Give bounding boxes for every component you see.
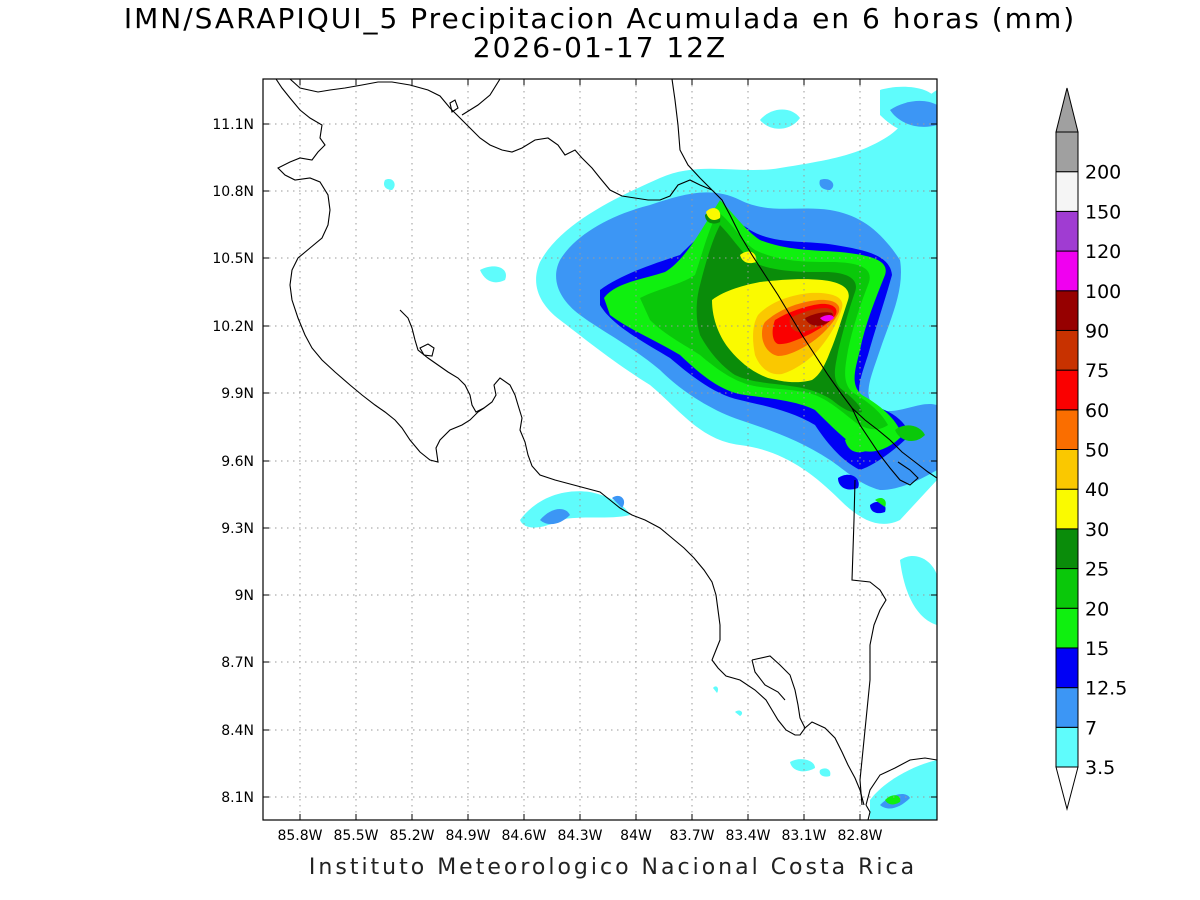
lon-tick-label: 84W bbox=[620, 828, 652, 844]
colorbar-swatch bbox=[1055, 687, 1079, 728]
precipitation-field bbox=[383, 86, 937, 820]
lon-tick-label: 85.8W bbox=[277, 828, 322, 844]
lat-lon-grid bbox=[263, 79, 937, 820]
colorbar-swatch bbox=[1055, 250, 1079, 292]
lat-tick-label: 10.8N bbox=[212, 184, 254, 200]
colorbar-swatch bbox=[1055, 290, 1079, 331]
colorbar-label: 200 bbox=[1085, 162, 1121, 184]
lon-tick-label: 83.4W bbox=[725, 828, 770, 844]
colorbar-max-arrow bbox=[1055, 87, 1079, 133]
lon-tick-label: 84.6W bbox=[501, 828, 546, 844]
colorbar-label: 75 bbox=[1085, 360, 1109, 382]
lat-tick-label: 8.7N bbox=[221, 655, 254, 671]
lat-tick-label: 11.1N bbox=[212, 117, 254, 133]
lat-tick-label: 9.9N bbox=[221, 386, 254, 402]
colorbar-swatch bbox=[1055, 329, 1079, 371]
colorbar-label: 60 bbox=[1085, 400, 1109, 422]
colorbar-label: 20 bbox=[1085, 598, 1109, 620]
colorbar-label: 25 bbox=[1085, 559, 1109, 581]
colorbar-swatch bbox=[1055, 607, 1079, 649]
lon-tick-label: 84.3W bbox=[557, 828, 602, 844]
colorbar-label: 7 bbox=[1085, 717, 1097, 739]
map-subtitle: 2026-01-17 12Z bbox=[472, 31, 728, 64]
longitude-tick-labels: 85.8W 85.5W 85.2W 84.9W 84.6W 84.3W 84W 83.7W 83… bbox=[277, 828, 882, 844]
colorbar-swatch bbox=[1055, 726, 1079, 768]
colorbar-label: 15 bbox=[1085, 638, 1109, 660]
colorbar-swatch bbox=[1055, 369, 1079, 411]
lat-tick-label: 9.6N bbox=[221, 454, 254, 470]
colorbar-min-arrow bbox=[1055, 766, 1079, 811]
lon-tick-label: 83.7W bbox=[669, 828, 714, 844]
lon-tick-label: 84.9W bbox=[445, 828, 490, 844]
colorbar-label: 90 bbox=[1085, 320, 1109, 342]
colorbar-label: 12.5 bbox=[1085, 678, 1127, 700]
colorbar-swatch bbox=[1055, 131, 1079, 173]
map-title: IMN/SARAPIQUI_5 Precipitacion Acumulada … bbox=[123, 2, 1077, 35]
footer-credit: Instituto Meteorologico Nacional Costa R… bbox=[308, 855, 918, 880]
colorbar-label: 3.5 bbox=[1085, 757, 1115, 779]
colorbar-label: 100 bbox=[1085, 281, 1121, 303]
coastline-border-lines bbox=[275, 79, 937, 820]
lon-tick-label: 83.1W bbox=[781, 828, 826, 844]
colorbar-swatch bbox=[1055, 171, 1079, 212]
latitude-tick-labels: 11.1N 10.8N 10.5N 10.2N 9.9N 9.6N 9.3N 9N 8.7N 8.… bbox=[212, 117, 254, 806]
lat-tick-label: 10.5N bbox=[212, 251, 254, 267]
colorbar-label: 150 bbox=[1085, 201, 1121, 223]
lat-tick-label: 9.3N bbox=[221, 521, 254, 537]
colorbar-label: 40 bbox=[1085, 479, 1109, 501]
colorbar-swatch bbox=[1055, 647, 1079, 689]
colorbar-label: 30 bbox=[1085, 519, 1109, 541]
colorbar: 3.5 7 12.5 15 20 25 30 40 50 60 75 90 100 120 150 200 bbox=[1055, 87, 1127, 811]
map-frame bbox=[262, 78, 938, 821]
lat-tick-label: 9N bbox=[235, 588, 254, 604]
colorbar-swatch bbox=[1055, 568, 1079, 609]
colorbar-label: 120 bbox=[1085, 241, 1121, 263]
colorbar-swatch bbox=[1055, 210, 1079, 252]
lon-tick-label: 82.8W bbox=[837, 828, 882, 844]
lat-tick-label: 10.2N bbox=[212, 319, 254, 335]
colorbar-swatch bbox=[1055, 409, 1079, 450]
lat-tick-label: 8.1N bbox=[221, 790, 254, 806]
lon-tick-label: 85.2W bbox=[389, 828, 434, 844]
axis-ticks bbox=[263, 79, 937, 820]
colorbar-label: 50 bbox=[1085, 440, 1109, 462]
colorbar-swatch bbox=[1055, 528, 1079, 570]
colorbar-swatch bbox=[1055, 488, 1079, 530]
colorbar-swatch bbox=[1055, 449, 1079, 490]
lon-tick-label: 85.5W bbox=[333, 828, 378, 844]
lat-tick-label: 8.4N bbox=[221, 723, 254, 739]
